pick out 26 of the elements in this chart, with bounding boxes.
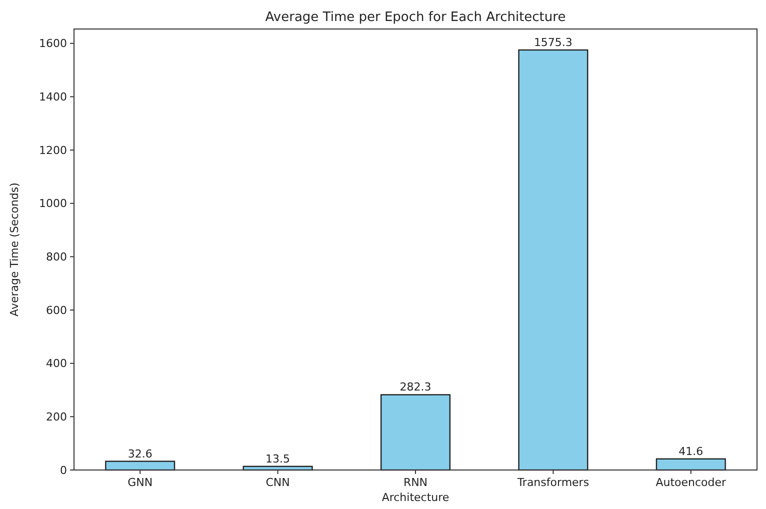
y-tick-label: 0 [60,464,67,477]
x-tick-label: Transformers [516,476,590,489]
x-tick-label: Autoencoder [656,476,727,489]
bar [656,458,726,471]
x-tick-label: RNN [403,476,428,489]
y-tick-label: 200 [46,410,67,424]
data-label: 41.6 [678,444,704,458]
bar [518,49,588,471]
y-tick-label: 1400 [39,90,67,104]
bar [105,460,176,471]
chart-title: Average Time per Epoch for Each Architecture [265,10,566,25]
y-axis-title: Average Time (Seconds) [8,182,21,316]
x-tick-label: GNN [128,476,153,489]
y-tick-label: 600 [46,304,67,317]
y-tick-label: 800 [46,250,67,264]
x-tick-label: CNN [266,476,290,489]
data-label: 282.3 [400,380,432,394]
data-label: 1575.3 [534,36,572,49]
y-tick-label: 1600 [39,37,67,50]
data-label: 32.6 [128,447,152,460]
data-label: 13.5 [266,452,290,466]
x-axis-title: Architecture [382,491,450,504]
bar [380,394,451,471]
y-tick-label: 400 [46,357,67,370]
y-tick-label: 1000 [39,197,67,210]
y-tick-label: 1200 [39,144,67,157]
